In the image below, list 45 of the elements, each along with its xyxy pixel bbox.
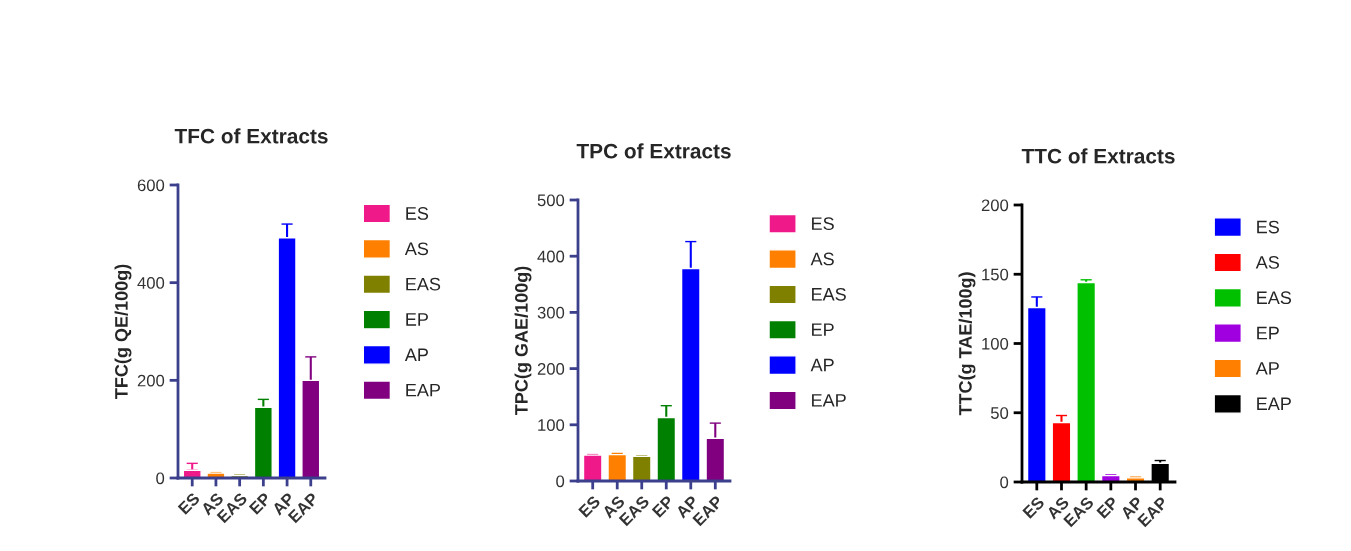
y-tick-label: 200 [537, 363, 565, 375]
y-tick-label: 0 [556, 475, 565, 488]
legend-label: AS [810, 252, 834, 266]
legend-label: AP [404, 348, 428, 362]
legend-label: ES [1257, 220, 1279, 234]
legend-label: ES [406, 207, 429, 220]
x-tick-label: ES [578, 494, 601, 518]
y-tick-label: 400 [137, 277, 165, 289]
legend-label: EP [812, 323, 834, 336]
y-tick-label: 400 [537, 250, 565, 263]
chart-title: TPC of Extracts [576, 143, 731, 159]
x-tick-label: ES [177, 491, 201, 515]
chart-title: TFC of Extracts [174, 128, 328, 144]
legend-label: EAS [812, 287, 846, 301]
legend-label: EAS [406, 277, 441, 291]
chart-title: TTC of Extracts [1021, 148, 1175, 164]
y-tick-label: 600 [137, 179, 165, 192]
legend-label: EAS [1257, 291, 1292, 305]
y-tick-label: 500 [537, 194, 565, 207]
legend-label: AS [404, 242, 429, 256]
x-tick-label: EP [248, 492, 272, 515]
y-axis-title: TPC(g GAE/100g) [514, 266, 532, 416]
y-tick-label: 150 [982, 268, 1009, 281]
legend-label: ES [812, 217, 834, 231]
legend-label: EP [406, 313, 428, 326]
y-axis-title: TTC(g TAE/100g) [958, 272, 976, 416]
y-tick-label: 100 [538, 419, 565, 431]
legend-label: AP [810, 358, 834, 372]
y-axis-title: TFC(g QE/100g) [114, 264, 132, 400]
x-tick-label: ES [1022, 495, 1045, 519]
y-tick-label: 300 [537, 306, 565, 319]
y-tick-label: 200 [981, 199, 1009, 212]
legend-label: EAP [812, 394, 846, 407]
y-tick-label: 0 [156, 472, 165, 485]
legend-label: AS [1255, 255, 1279, 269]
x-tick-label: EP [651, 495, 675, 518]
y-tick-label: 0 [1000, 476, 1009, 489]
y-tick-label: 200 [137, 374, 165, 387]
x-tick-label: EP [1096, 496, 1119, 519]
legend-label: EP [1257, 326, 1279, 340]
legend-label: EAP [406, 383, 440, 397]
y-tick-label: 50 [990, 407, 1009, 419]
y-tick-label: 100 [982, 337, 1009, 350]
legend-label: AP [1255, 362, 1279, 375]
legend-label: EAP [1257, 397, 1291, 410]
